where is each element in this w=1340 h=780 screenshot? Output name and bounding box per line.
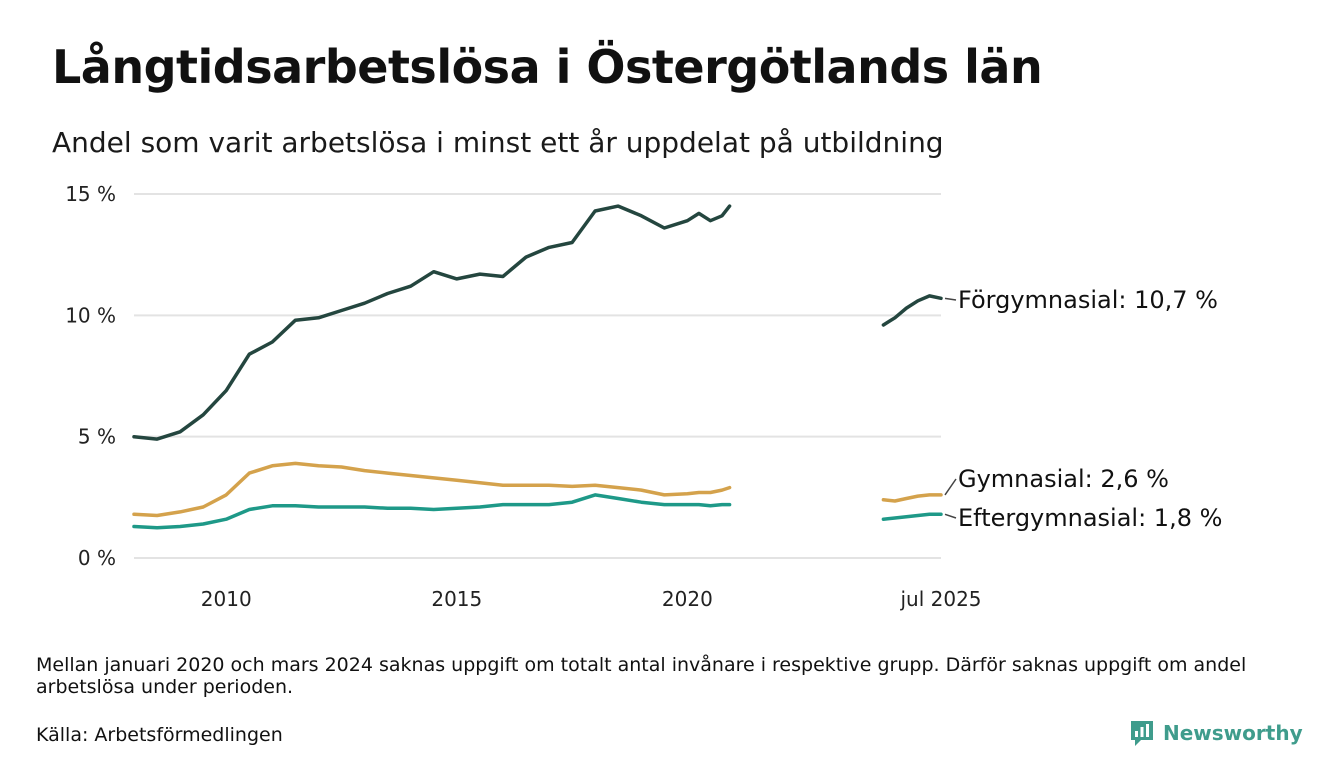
series-end-label-eftergymnasial: Eftergymnasial: 1,8 % xyxy=(958,504,1222,532)
series-line-gymnasial xyxy=(132,461,732,518)
chart-subtitle: Andel som varit arbetslösa i minst ett å… xyxy=(52,126,944,159)
newsworthy-logo[interactable]: Newsworthy xyxy=(1129,718,1303,748)
y-tick-label: 0 % xyxy=(78,546,116,570)
x-tick-label: 2020 xyxy=(662,587,713,611)
y-tick-label: 15 % xyxy=(65,182,116,206)
x-tick-label: 2015 xyxy=(431,587,482,611)
series-end-labels: Förgymnasial: 10,7 % Gymnasial: 2,6 % Efte… xyxy=(944,286,1222,532)
series-line-eftergymnasial-segment-2 xyxy=(881,512,943,521)
series-line-gymnasial-segment-2 xyxy=(881,493,943,503)
line-chart: 0 % 5 % 10 % 15 % 2010 2015 2020 jul 2025 Förg… xyxy=(65,182,1222,611)
source-text: Källa: Arbetsförmedlingen xyxy=(36,724,283,746)
series-line-förgymnasial xyxy=(132,204,732,441)
grid-lines xyxy=(134,193,941,559)
series-line-förgymnasial-segment-2 xyxy=(881,294,943,327)
series-line-eftergymnasial xyxy=(132,493,732,530)
series-lines xyxy=(132,204,943,530)
x-axis-ticks: 2010 2015 2020 jul 2025 xyxy=(201,587,982,611)
x-tick-label: jul 2025 xyxy=(899,587,981,611)
series-end-label-förgymnasial: Förgymnasial: 10,7 % xyxy=(958,286,1218,314)
footnote: Mellan januari 2020 och mars 2024 saknas… xyxy=(36,654,1247,698)
bar-chart-bubble-icon xyxy=(1131,721,1153,746)
brand-name: Newsworthy xyxy=(1163,721,1303,745)
series-end-label-gymnasial: Gymnasial: 2,6 % xyxy=(958,465,1169,493)
y-tick-label: 10 % xyxy=(65,303,116,327)
label-connector xyxy=(944,513,957,519)
label-connector xyxy=(944,478,957,496)
x-tick-label: 2010 xyxy=(201,587,252,611)
page-title: Långtidsarbetslösa i Östergötlands län xyxy=(52,40,1043,94)
y-axis-ticks: 0 % 5 % 10 % 15 % xyxy=(65,182,116,570)
y-tick-label: 5 % xyxy=(78,425,116,449)
label-connector xyxy=(944,297,957,301)
